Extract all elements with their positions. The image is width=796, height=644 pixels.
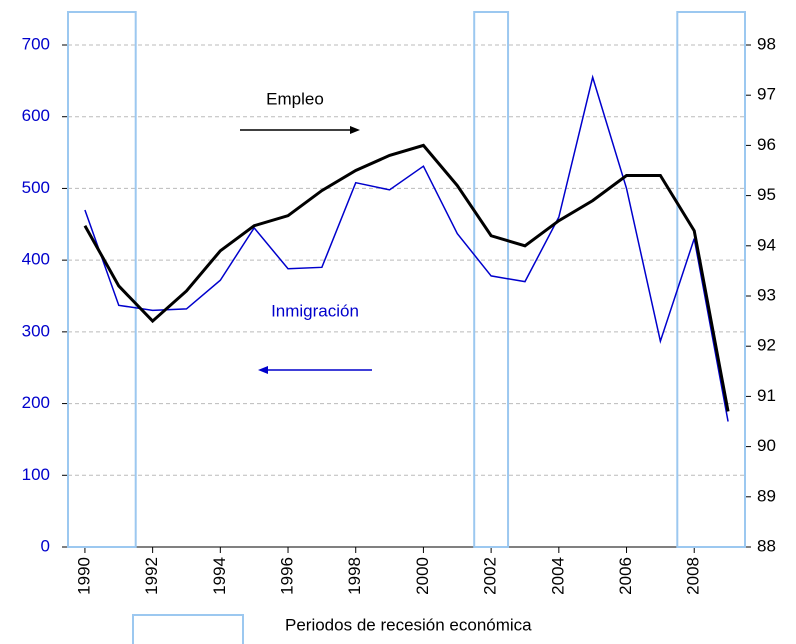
y2-tick-label: 93 <box>757 285 776 304</box>
x-tick-label: 2008 <box>684 557 703 595</box>
y2-tick-label: 91 <box>757 386 776 405</box>
annotation-inmigracion: Inmigración <box>271 301 359 320</box>
y-tick-label: 700 <box>22 34 50 53</box>
recession-band <box>473 11 510 548</box>
legend-swatch <box>132 614 244 644</box>
y2-tick-label: 88 <box>757 536 776 555</box>
recession-band <box>67 11 137 548</box>
y2-tick-label: 98 <box>757 34 776 53</box>
recession-band <box>676 11 746 548</box>
arrow-head <box>258 366 268 374</box>
x-tick-label: 1992 <box>142 557 161 595</box>
y2-tick-label: 89 <box>757 486 776 505</box>
y-tick-label: 100 <box>22 465 50 484</box>
annotation-empleo: Empleo <box>266 89 324 108</box>
x-tick-label: 2000 <box>413 557 432 595</box>
series-line <box>84 74 729 422</box>
y-tick-label: 200 <box>22 393 50 412</box>
y2-tick-label: 95 <box>757 185 776 204</box>
y2-tick-label: 90 <box>757 436 776 455</box>
y-tick-label: 0 <box>41 536 50 555</box>
x-tick-label: 2004 <box>548 557 567 595</box>
arrow-head <box>350 126 360 134</box>
x-tick-label: 1996 <box>278 557 297 595</box>
x-tick-label: 1994 <box>210 557 229 595</box>
y2-tick-label: 97 <box>757 85 776 104</box>
y-tick-label: 500 <box>22 178 50 197</box>
legend-label: Periodos de recesión económica <box>285 615 532 634</box>
y-tick-label: 300 <box>22 321 50 340</box>
y2-tick-label: 94 <box>757 235 776 254</box>
y-tick-label: 400 <box>22 250 50 269</box>
y-tick-label: 600 <box>22 106 50 125</box>
x-tick-label: 1990 <box>74 557 93 595</box>
x-tick-label: 2002 <box>481 557 500 595</box>
x-tick-label: 1998 <box>345 557 364 595</box>
series-line <box>83 143 730 412</box>
x-tick-label: 2006 <box>616 557 635 595</box>
y2-tick-label: 96 <box>757 135 776 154</box>
y2-tick-label: 92 <box>757 336 776 355</box>
